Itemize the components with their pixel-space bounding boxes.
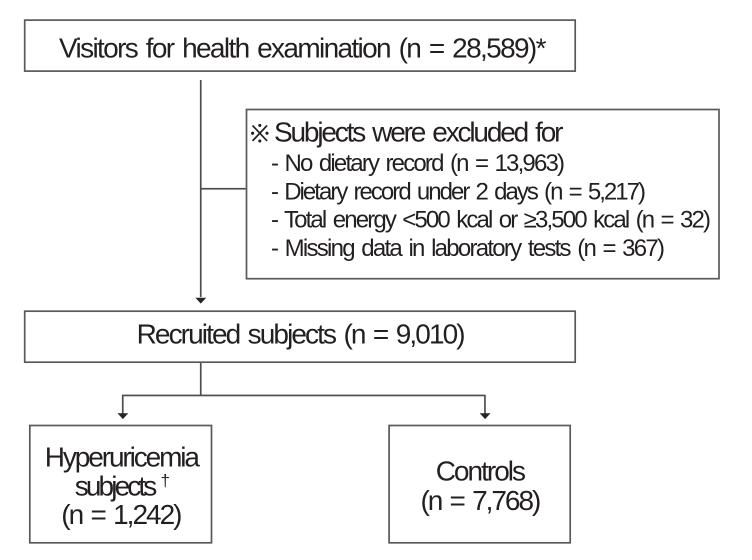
svg-text:Controls: Controls [436,455,526,486]
svg-text:(n = 7,768): (n = 7,768) [421,485,542,516]
svg-text:Hyperuricemia: Hyperuricemia [45,441,201,472]
svg-text:- No dietary record (n = 13,96: - No dietary record (n = 13,963) [271,150,565,177]
svg-text:Recruited subjects (n = 9,010): Recruited subjects (n = 9,010) [137,319,466,350]
svg-text:subjects: subjects [75,471,158,502]
svg-text:(n = 1,242): (n = 1,242) [61,499,182,530]
svg-text:Visitors for health examinatio: Visitors for health examination (n = 28,… [59,33,547,64]
svg-text:Subjects were excluded for: Subjects were excluded for [274,117,564,148]
svg-text:- Total energy <500 kcal or ≥3: - Total energy <500 kcal or ≥3,500 kcal … [271,207,711,234]
svg-text:†: † [161,471,170,490]
svg-text:- Dietary record under 2 days: - Dietary record under 2 days (n = 5,217… [271,178,646,205]
svg-text:- Missing data in laboratory t: - Missing data in laboratory tests (n = … [271,235,665,262]
